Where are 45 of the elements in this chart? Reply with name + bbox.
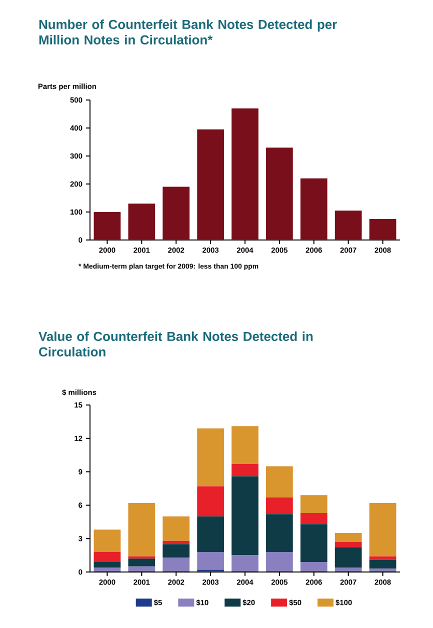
bar [94, 530, 121, 552]
bar [232, 476, 258, 556]
bar [94, 212, 121, 240]
bar [334, 548, 362, 568]
bar [369, 218, 396, 240]
bar [162, 544, 190, 558]
bar [334, 542, 362, 548]
bar [300, 562, 328, 571]
bar [334, 568, 362, 571]
bar [232, 108, 258, 240]
bar [197, 428, 224, 486]
bar [300, 524, 328, 562]
bar [128, 204, 156, 240]
bar [197, 486, 224, 516]
bar [94, 568, 121, 571]
bar [369, 560, 396, 569]
bar [128, 556, 156, 559]
bar [334, 533, 362, 542]
bar [128, 558, 156, 566]
bar [300, 512, 328, 524]
bar [334, 210, 362, 240]
bar [197, 129, 224, 240]
chart-title: Value of Counterfeit Bank Notes Detected in Circulation [38, 332, 313, 356]
bar [232, 464, 258, 476]
bar [232, 426, 258, 464]
bar [197, 552, 224, 570]
bar [369, 502, 396, 556]
bar [197, 516, 224, 552]
bar [162, 186, 190, 240]
bar [162, 516, 190, 541]
bar [300, 495, 328, 513]
bar [232, 555, 258, 571]
bar [94, 552, 121, 562]
bar [94, 562, 121, 568]
bar [266, 514, 293, 552]
bar [266, 148, 293, 240]
bar [266, 552, 293, 571]
bar [162, 540, 190, 544]
bar [300, 178, 328, 240]
bar [266, 497, 293, 514]
chart-title: Number of Counterfeit Bank Notes Detected per Million Notes in Circulation* [39, 20, 337, 44]
bar [162, 558, 190, 571]
bar [266, 466, 293, 498]
bar [128, 566, 156, 571]
bar [128, 502, 156, 556]
